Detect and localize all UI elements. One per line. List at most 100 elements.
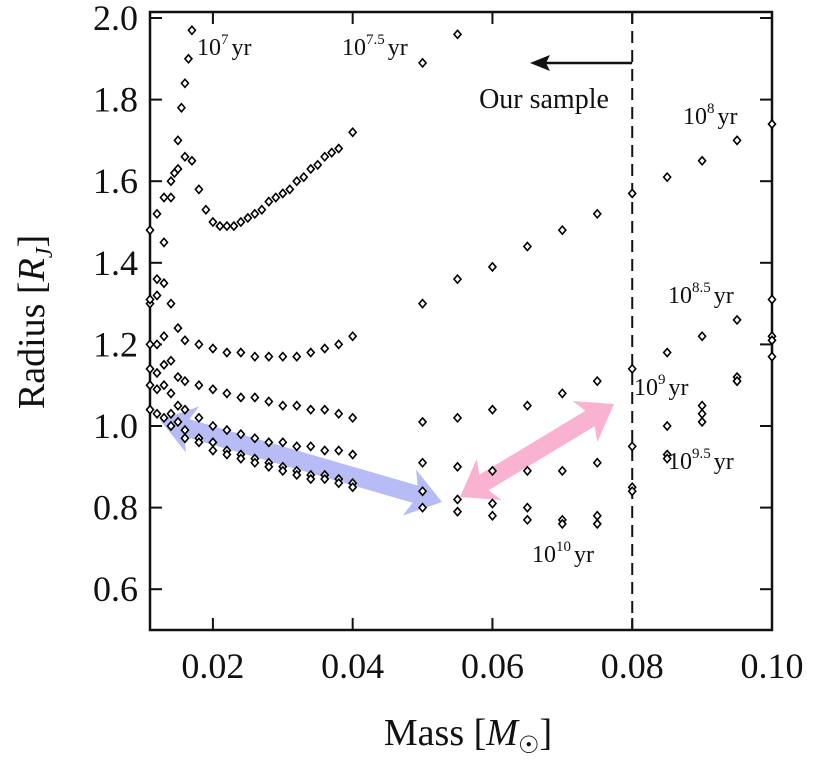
data-point xyxy=(627,486,637,497)
y-tick-label: 0.8 xyxy=(93,488,138,528)
data-point xyxy=(292,351,302,362)
isochrone-label: 108 yr xyxy=(683,101,738,130)
data-point xyxy=(208,445,218,456)
data-point xyxy=(306,404,316,415)
data-point xyxy=(145,224,155,236)
data-point xyxy=(264,196,274,207)
label-unit: yr xyxy=(388,35,408,61)
y-label-sub: J xyxy=(32,246,58,258)
data-point xyxy=(320,151,330,162)
data-point xyxy=(592,518,602,530)
data-point xyxy=(662,420,672,432)
data-point xyxy=(592,208,602,220)
data-point xyxy=(180,335,190,346)
data-point xyxy=(278,465,288,477)
data-point xyxy=(222,449,232,460)
data-point xyxy=(348,331,358,342)
data-point xyxy=(222,347,232,358)
plot-area xyxy=(145,10,777,632)
label-exp: 8 xyxy=(707,101,715,117)
data-point xyxy=(159,359,169,371)
isochrone-label: 107 yr xyxy=(197,32,252,61)
label-exp: 8.5 xyxy=(692,280,711,296)
data-point xyxy=(452,412,463,424)
data-point xyxy=(334,408,344,419)
data-point xyxy=(522,241,532,252)
data-point xyxy=(173,163,183,175)
x-tick-label: 0.06 xyxy=(461,646,524,686)
data-point xyxy=(159,331,169,342)
data-point xyxy=(264,437,274,448)
x-axis-label: Mass [M☉] xyxy=(384,712,552,759)
x-tick-label: 0.02 xyxy=(181,646,244,686)
x-label-sub: ☉ xyxy=(518,733,540,759)
y-tick-label: 1.6 xyxy=(93,161,138,201)
data-point xyxy=(236,347,246,358)
data-point xyxy=(183,53,194,65)
data-point xyxy=(250,351,260,362)
data-point xyxy=(152,208,162,220)
data-point xyxy=(194,412,204,424)
data-point xyxy=(208,384,218,395)
data-point xyxy=(320,473,330,485)
label-exp: 9.5 xyxy=(692,446,711,462)
y-tick-label: 1.4 xyxy=(93,243,138,283)
data-point xyxy=(334,339,344,350)
data-point xyxy=(697,400,707,411)
y-tick-label: 0.6 xyxy=(93,569,138,609)
data-point xyxy=(522,465,532,477)
data-point xyxy=(334,143,344,154)
data-point xyxy=(264,351,274,362)
data-point xyxy=(278,351,288,362)
data-point xyxy=(306,347,316,358)
data-point xyxy=(417,486,428,497)
y-label-close: ] xyxy=(11,235,53,248)
data-point xyxy=(697,155,707,167)
data-point xyxy=(327,147,337,158)
data-point xyxy=(487,261,498,273)
data-point xyxy=(557,224,567,236)
data-point xyxy=(320,445,330,456)
data-point xyxy=(243,212,253,224)
data-point xyxy=(557,465,567,477)
data-point xyxy=(152,339,162,350)
data-point xyxy=(166,408,176,419)
data-point xyxy=(285,184,295,195)
data-point xyxy=(348,127,358,138)
data-point xyxy=(145,379,155,391)
data-point xyxy=(627,441,637,452)
data-point xyxy=(452,29,463,40)
data-point xyxy=(627,363,637,375)
data-point xyxy=(201,204,211,215)
data-point xyxy=(145,404,155,415)
label-unit: yr xyxy=(232,35,252,61)
plot-frame xyxy=(148,10,774,632)
data-point xyxy=(166,388,176,399)
x-label-close: ] xyxy=(539,712,552,754)
label-unit: yr xyxy=(669,375,689,401)
data-point xyxy=(417,457,428,468)
data-point xyxy=(306,473,316,485)
data-point xyxy=(592,510,602,521)
data-point xyxy=(348,449,358,460)
data-point xyxy=(180,375,190,387)
isochrone-label: 109 yr xyxy=(634,372,689,401)
data-point xyxy=(320,404,330,415)
data-point xyxy=(278,437,288,448)
pink-arrow xyxy=(460,401,614,500)
data-point xyxy=(557,388,567,399)
data-point xyxy=(264,461,274,473)
label-base: 10 xyxy=(342,35,366,61)
label-exp: 7.5 xyxy=(366,32,385,48)
data-point xyxy=(292,175,302,187)
data-point xyxy=(187,155,197,167)
label-unit: yr xyxy=(714,449,734,475)
data-point xyxy=(487,498,498,509)
x-tick-label: 0.08 xyxy=(601,646,664,686)
data-point xyxy=(208,216,218,228)
data-point xyxy=(236,428,246,440)
data-point xyxy=(250,433,260,444)
data-point xyxy=(250,392,260,403)
data-point xyxy=(222,220,232,232)
